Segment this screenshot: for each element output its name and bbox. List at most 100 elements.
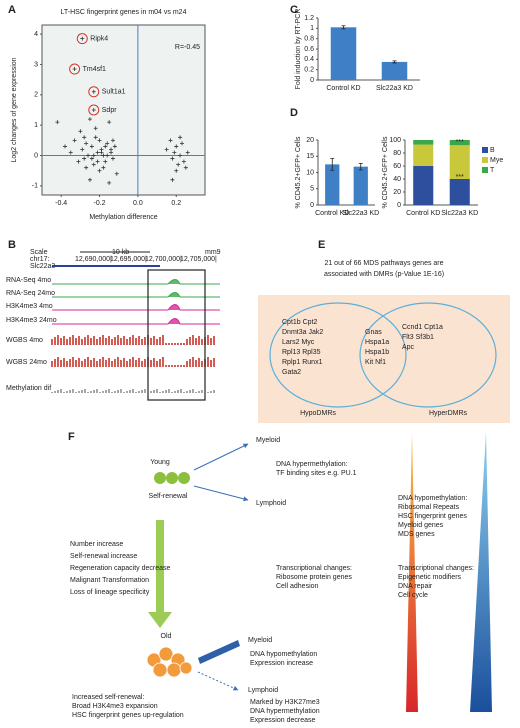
point-label: Sdpr <box>102 107 117 114</box>
y-tick-label: 100 <box>389 137 401 144</box>
x-tick-label: Slc22a3 KD <box>342 210 379 217</box>
diagram-text: Broad H3K4me3 expansion <box>72 703 158 710</box>
annotation: R=-0.45 <box>175 44 200 51</box>
point <box>172 150 177 155</box>
point <box>82 156 87 161</box>
y-tick-label: 0 <box>310 77 314 84</box>
y-tick-label: 3 <box>34 61 38 68</box>
point <box>101 153 106 158</box>
error-bar <box>341 25 346 30</box>
y-tick-label: 0 <box>310 202 314 209</box>
bar-segment <box>413 166 434 205</box>
gradient-triangle <box>470 432 492 712</box>
track-signal <box>52 292 220 298</box>
gene-list: Rplp1 Runx1 <box>282 359 323 366</box>
bar <box>353 166 368 205</box>
panel-label: C <box>290 4 298 16</box>
y-tick-label: 20 <box>393 189 401 196</box>
bar-segment <box>449 145 470 179</box>
panel-label: D <box>290 107 298 119</box>
bar <box>325 164 340 205</box>
point <box>68 150 73 155</box>
point <box>105 141 110 146</box>
legend-label: Mye <box>490 157 503 164</box>
track-label: Methylation dif <box>6 385 51 392</box>
point <box>114 171 119 176</box>
point <box>110 156 115 161</box>
y-tick-label: -1 <box>32 183 38 190</box>
browser-coordinate: 12,705,000| <box>180 256 217 263</box>
diagram-text: Number increase <box>70 541 123 548</box>
point <box>176 162 181 167</box>
diagram-text: Lymphoid <box>256 500 286 507</box>
panel-label: B <box>8 239 16 251</box>
panel-label: F <box>68 431 75 443</box>
point <box>168 138 173 143</box>
point <box>95 150 100 155</box>
bar-segment <box>413 144 434 166</box>
point-label: Tm4sf1 <box>83 66 106 73</box>
diagram-text: Regeneration capacity decrease <box>70 565 171 572</box>
arrow <box>193 443 249 471</box>
gradient-triangle <box>406 432 418 712</box>
point <box>105 153 110 158</box>
y-tick-label: 10 <box>306 169 314 176</box>
y-tick-label: 0 <box>34 152 38 159</box>
diagram-text: Young <box>150 459 170 466</box>
diagram-text: Transcriptional changes: <box>398 565 474 572</box>
point <box>84 165 89 170</box>
bar-segment <box>413 140 434 145</box>
gene-name: Slc22a3 <box>30 263 55 270</box>
highlight-circle <box>69 63 81 75</box>
point <box>164 147 169 152</box>
point <box>174 144 179 149</box>
point <box>103 144 108 149</box>
track-label: RNA-Seq 4mo <box>6 277 51 284</box>
annotation: *** <box>456 174 464 181</box>
y-tick-label: 0.4 <box>304 56 314 63</box>
point <box>86 153 91 158</box>
y-tick-label: 2 <box>34 92 38 99</box>
point <box>109 147 114 152</box>
gene-list: Gata2 <box>282 369 301 376</box>
point <box>97 138 102 143</box>
highlight-circle <box>76 33 88 45</box>
point <box>87 177 92 182</box>
venn-title: 21 out of 66 MDS pathways genes are <box>324 260 443 267</box>
track-signal <box>51 389 215 393</box>
gene-list: Hspa1b <box>365 349 389 356</box>
gene-list: Ccnd1 Cpt1a <box>402 324 443 331</box>
point <box>89 156 94 161</box>
chart-title: LT-HSC fingerprint genes in m04 vs m24 <box>61 9 187 16</box>
diagram-text: DNA hypomethylation <box>250 651 317 658</box>
gene-list: Apc <box>402 344 415 351</box>
legend-swatch <box>482 147 488 153</box>
point <box>178 153 183 158</box>
x-tick-label: Slc22a3 KD <box>376 85 413 92</box>
young-cells <box>154 472 190 484</box>
browser-chrom: chr17: <box>30 256 50 263</box>
bar-segment <box>449 179 470 205</box>
point <box>110 138 115 143</box>
gene-list: Kit Nf1 <box>365 359 386 366</box>
venn-circle <box>269 302 407 408</box>
highlighted-point <box>91 108 96 112</box>
y-axis-label: % CD45.2+GFP+ Cells <box>382 136 389 208</box>
gene-list: Cpt1b Cpt2 <box>282 319 318 326</box>
x-tick-label: 0.0 <box>133 200 143 207</box>
point <box>91 153 96 158</box>
y-tick-label: 0.8 <box>304 36 314 43</box>
arrow <box>198 640 240 664</box>
diagram-text: Old <box>161 633 172 640</box>
x-tick-label: 0.2 <box>171 200 181 207</box>
gene-list: Flt3 Sf3b1 <box>402 334 434 341</box>
point <box>178 135 183 140</box>
x-tick-label: Control KD <box>326 85 360 92</box>
browser-scale: Scale <box>30 249 48 256</box>
point <box>99 150 104 155</box>
error-bar <box>330 158 335 171</box>
arrow <box>197 671 239 691</box>
gene-list: Hspa1a <box>365 339 389 346</box>
diagram-text: DNA hypomethylation: <box>398 495 467 502</box>
annotation: *** <box>456 139 464 146</box>
